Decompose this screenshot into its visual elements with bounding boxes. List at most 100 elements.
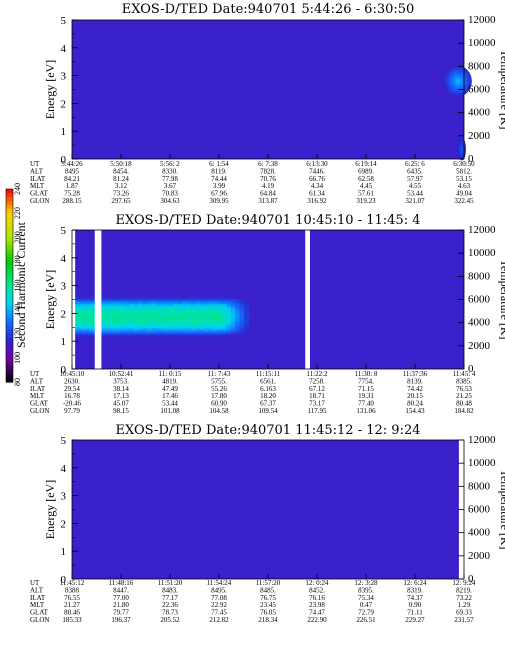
- heatmap-cell: [169, 320, 175, 324]
- y2-tick-label: 2000: [468, 340, 491, 352]
- ephemeris-cell: 8447.: [113, 586, 129, 594]
- heatmap-cell: [191, 322, 197, 326]
- heatmap-cell: [226, 331, 232, 335]
- ephemeris-cell: 49.04: [456, 190, 472, 198]
- ephemeris-cell: 3.67: [164, 182, 177, 190]
- heatmap-cell: [208, 322, 214, 326]
- heatmap-cell: [208, 324, 214, 328]
- ephemeris-cell: 7828.: [260, 167, 276, 175]
- ephemeris-cell: 218.34: [258, 616, 278, 624]
- heatmap-cell: [191, 296, 197, 300]
- heatmap-cell: [239, 309, 245, 313]
- heatmap-cell: [107, 316, 113, 320]
- heatmap-cell: [173, 318, 179, 322]
- ephemeris-cell: 8219.: [456, 586, 472, 594]
- heatmap-cell: [80, 314, 87, 317]
- heatmap-cell: [124, 318, 131, 322]
- ephemeris-cell: 8483.: [162, 586, 178, 594]
- heatmap-cell: [221, 296, 228, 300]
- ephemeris-cell: 321.07: [405, 197, 425, 205]
- ephemeris-cell: 6.163: [260, 385, 276, 393]
- plot-noise-texture: [72, 440, 464, 579]
- heatmap-cell: [102, 331, 109, 335]
- heatmap-cell: [129, 331, 135, 335]
- ephemeris-cell: 6: 1:54: [209, 160, 229, 168]
- heatmap-cell: [155, 324, 161, 328]
- y-tick-label: 1: [61, 546, 67, 558]
- heatmap-cell: [230, 322, 236, 326]
- colorbar-band: [6, 205, 13, 210]
- heatmap-cell: [120, 307, 126, 311]
- heatmap-cell: [213, 318, 219, 322]
- heatmap-cell: [80, 318, 87, 322]
- heatmap-cell: [155, 307, 161, 311]
- y-tick-label: 4: [61, 43, 67, 55]
- heatmap-cell: [177, 305, 184, 309]
- heatmap-cell: [111, 318, 117, 322]
- heatmap-cell: [107, 320, 113, 324]
- heatmap-cell: [164, 301, 170, 305]
- panel-2: EXOS-D/TED Date:940701 10:45:10 - 11:45:…: [30, 213, 505, 415]
- ephemeris-cell: 11:30: 8: [355, 370, 378, 378]
- heatmap-cell: [120, 329, 126, 333]
- heatmap-cell: [221, 326, 228, 330]
- heatmap-cell: [111, 296, 117, 300]
- heatmap-cell: [199, 296, 206, 300]
- heatmap-cell: [155, 301, 161, 305]
- heatmap-cell: [124, 331, 131, 335]
- heatmap-cell: [129, 326, 135, 330]
- colorbar-band: [6, 305, 13, 311]
- ephemeris-cell: 1.87: [66, 182, 79, 190]
- heatmap-cell: [208, 329, 214, 333]
- ephemeris-row-label: ILAT: [30, 175, 46, 183]
- heatmap-cell: [151, 322, 157, 326]
- heatmap-cell: [169, 298, 175, 302]
- heatmap-cell: [164, 309, 170, 313]
- heatmap-cell: [111, 311, 117, 315]
- heatmap-cell: [239, 329, 245, 333]
- heatmap-cell: [230, 320, 236, 324]
- ephemeris-cell: 53.44: [162, 400, 178, 408]
- heatmap-cell: [120, 309, 126, 313]
- heatmap-cell: [204, 324, 210, 328]
- heatmap-cell: [217, 320, 223, 324]
- y2-tick-label: 10000: [468, 457, 496, 469]
- heatmap-cell: [111, 314, 117, 317]
- heatmap-cell: [204, 316, 210, 320]
- heatmap-cell: [182, 298, 188, 302]
- heatmap-cell: [89, 307, 95, 311]
- heatmap-cell: [142, 333, 148, 337]
- ephemeris-cell: 57.61: [358, 190, 374, 198]
- heatmap-cell: [120, 333, 126, 337]
- heatmap-cell: [213, 329, 219, 333]
- heatmap-cell: [155, 320, 161, 324]
- heatmap-cell: [230, 309, 236, 313]
- heatmap-cell: [182, 322, 188, 326]
- ephemeris-cell: 16.78: [64, 392, 80, 400]
- heatmap-cell: [230, 316, 236, 320]
- heatmap-cell: [85, 303, 91, 307]
- heatmap-cell: [160, 303, 166, 307]
- heatmap-cell: [221, 301, 228, 305]
- heatmap-cell: [111, 320, 117, 324]
- ephemeris-row-label: GLON: [30, 616, 49, 624]
- ephemeris-cell: 11:45:12: [60, 579, 85, 587]
- heatmap-cell: [173, 326, 179, 330]
- ephemeris-cell: 23.98: [309, 601, 325, 609]
- ephemeris-cell: 131.06: [356, 407, 376, 415]
- heatmap-cell: [80, 301, 87, 305]
- heatmap-cell: [239, 331, 245, 335]
- ephemeris-row-label: MLT: [30, 392, 45, 400]
- ephemeris-cell: 297.65: [111, 197, 131, 205]
- heatmap-cell: [204, 309, 210, 313]
- heatmap-cell: [111, 324, 117, 328]
- heatmap-cell: [160, 316, 166, 320]
- heatmap-cell: [221, 305, 228, 309]
- heatmap-cell: [195, 318, 201, 322]
- ephemeris-cell: 53.15: [456, 175, 472, 183]
- heatmap-cell: [177, 303, 184, 307]
- ephemeris-cell: 231.57: [454, 616, 474, 624]
- heatmap-cell: [80, 316, 87, 320]
- ephemeris-cell: 0.47: [360, 601, 373, 609]
